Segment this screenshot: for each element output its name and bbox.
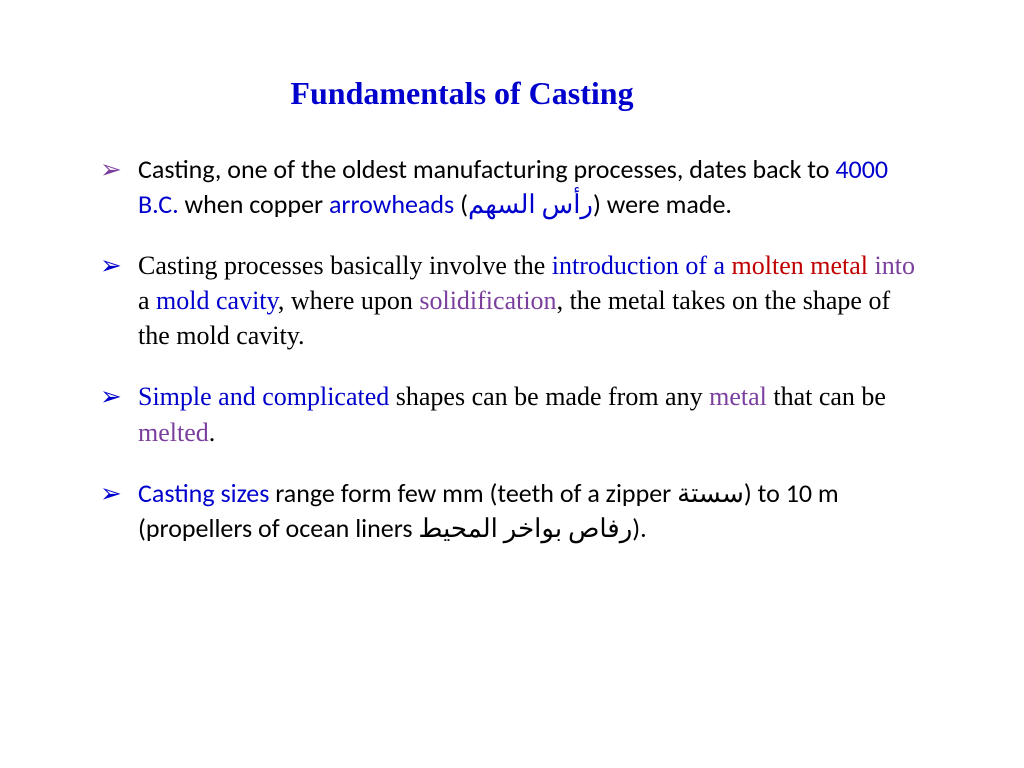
text-run: solidification (419, 286, 556, 315)
text-run: , where upon (278, 286, 420, 315)
text-run: metal (709, 382, 773, 411)
text-run: سستة (677, 477, 744, 509)
text-run: ( (454, 188, 468, 220)
text-run: رأس السهم (468, 188, 593, 220)
slide-title: Fundamentals of Casting (150, 75, 774, 112)
text-run: shapes can be made from any (396, 382, 709, 411)
slide-container: Fundamentals of Casting Casting, one of … (0, 0, 1024, 612)
text-run: arrowheads (329, 188, 454, 220)
bullet-item: Casting, one of the oldest manufacturing… (100, 152, 924, 222)
text-run: Casting sizes (138, 477, 275, 509)
text-run: that can be (773, 382, 886, 411)
text-run: molten metal (732, 251, 875, 280)
text-run: Casting, one of the oldest manufacturing… (138, 153, 835, 185)
bullet-item: Casting sizes range form few mm (teeth o… (100, 476, 924, 546)
text-run: into (875, 251, 915, 280)
text-run: mold cavity (156, 286, 278, 315)
text-run: ). (632, 512, 646, 544)
text-run: when copper (179, 188, 329, 220)
text-run: range form few mm (teeth of a zipper (275, 477, 677, 509)
bullet-item: Simple and complicated shapes can be mad… (100, 379, 924, 449)
bullet-item: Casting processes basically involve the … (100, 248, 924, 353)
text-run: introduction of a (552, 251, 732, 280)
text-run: a (138, 286, 156, 315)
text-run: Casting processes basically involve the (138, 251, 552, 280)
text-run: melted (138, 418, 209, 447)
text-run: ) were made. (593, 188, 732, 220)
bullet-list: Casting, one of the oldest manufacturing… (100, 152, 924, 546)
text-run: Simple and complicated (138, 382, 396, 411)
text-run: . (209, 418, 216, 447)
text-run: رفاص بواخر المحيط (418, 512, 632, 544)
